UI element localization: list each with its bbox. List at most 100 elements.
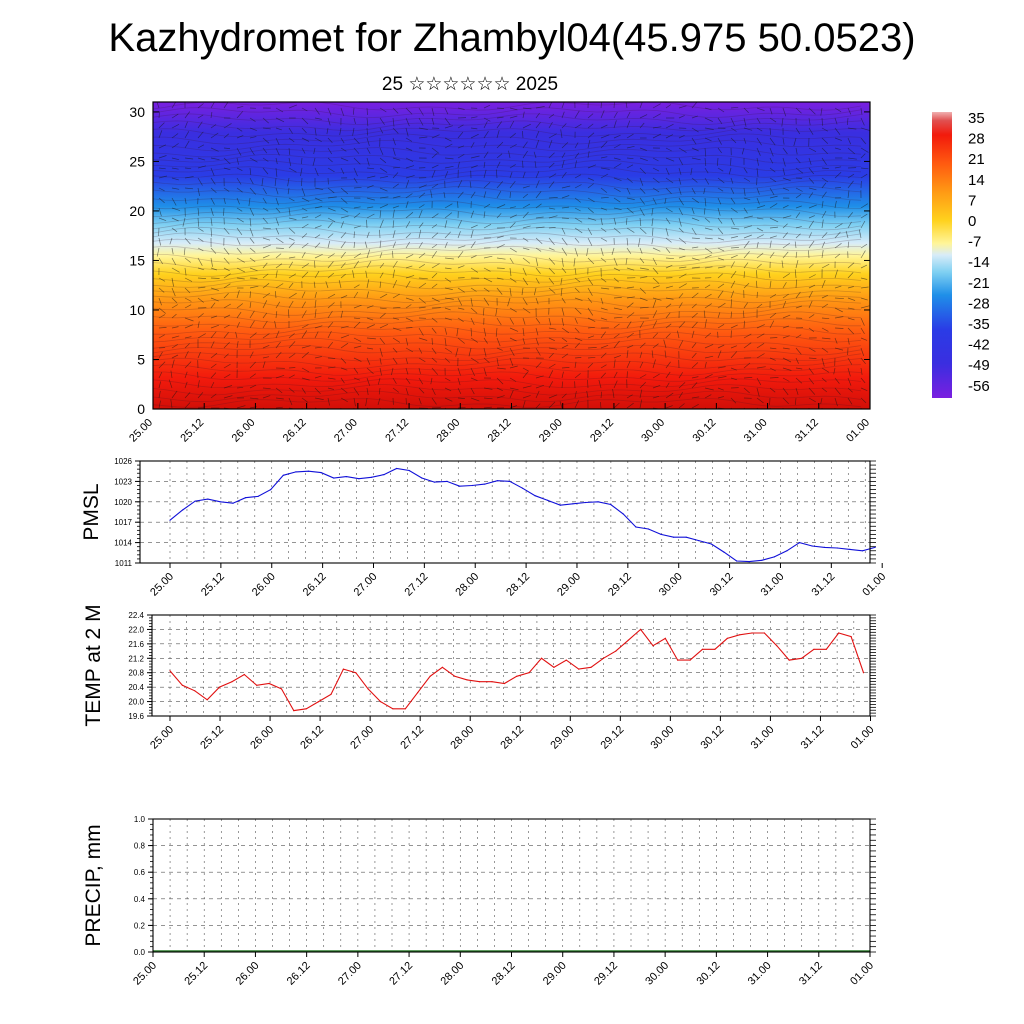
wind-vector	[483, 121, 488, 129]
wind-vector	[275, 253, 282, 259]
wind-vector	[743, 127, 753, 131]
wind-vector	[626, 302, 634, 309]
x-tick-label: 27.12	[387, 960, 415, 988]
wind-vector	[392, 260, 398, 269]
wind-vector	[548, 139, 553, 149]
wind-vector	[548, 197, 558, 199]
wind-vector	[652, 285, 660, 289]
wind-vector	[808, 314, 815, 319]
wind-vector	[730, 137, 737, 144]
isotherm-line	[153, 253, 862, 263]
temp-2m-data-point	[701, 648, 704, 650]
wind-vector	[756, 377, 762, 386]
wind-vector	[223, 373, 231, 379]
wind-vector	[678, 187, 682, 195]
heatmap-y-tick-label: 25	[129, 153, 145, 169]
wind-vector	[821, 367, 830, 373]
wind-vector	[275, 137, 280, 145]
page-subtitle: 25 ☆☆☆☆☆☆ 2025	[381, 74, 559, 95]
wind-vector	[743, 234, 752, 239]
wind-vector	[717, 257, 725, 261]
wind-vector	[156, 102, 160, 109]
wind-vector	[639, 297, 648, 302]
wind-vector	[574, 277, 581, 283]
pmsl-data-point	[207, 498, 209, 500]
wind-vector	[496, 116, 504, 119]
wind-vector	[704, 117, 713, 122]
wind-vector	[509, 206, 516, 209]
wind-vector	[314, 387, 321, 394]
wind-vector	[691, 227, 697, 236]
wind-vector	[639, 399, 643, 409]
wind-vector	[782, 397, 789, 405]
wind-vector	[340, 157, 349, 162]
wind-vector	[365, 270, 368, 279]
wind-vector	[353, 260, 359, 269]
wind-vector	[288, 137, 295, 143]
wind-vector	[560, 129, 563, 139]
wind-vector	[171, 227, 178, 233]
wind-vector	[769, 147, 774, 157]
wind-vector	[808, 117, 811, 126]
wind-vector	[834, 117, 838, 125]
wind-vector	[559, 401, 563, 409]
wind-vector	[300, 167, 303, 177]
wind-vector	[717, 227, 724, 235]
wind-vector	[444, 307, 451, 311]
wind-vector	[782, 167, 786, 176]
wind-vector	[340, 241, 346, 249]
wind-vector	[678, 392, 683, 399]
wind-vector	[275, 374, 285, 379]
wind-vector	[470, 255, 477, 259]
wind-vector	[377, 397, 381, 405]
wind-vector	[678, 273, 687, 279]
wind-vector	[444, 377, 451, 382]
wind-vector	[158, 207, 162, 217]
wind-vector	[678, 237, 687, 244]
wind-vector	[496, 257, 506, 260]
wind-vector	[626, 345, 634, 349]
wind-vector	[352, 107, 355, 115]
wind-vector	[158, 327, 167, 329]
wind-vector	[756, 343, 765, 349]
y-tick-label: 20.8	[128, 669, 144, 678]
wind-vector	[808, 240, 815, 249]
wind-vector	[158, 175, 167, 179]
isotherm-line	[153, 258, 862, 271]
wind-vector	[379, 196, 389, 199]
wind-vector	[847, 173, 855, 179]
temp-2m-data-point	[578, 668, 580, 670]
wind-vector	[860, 167, 869, 170]
wind-vector	[625, 102, 628, 109]
wind-vector	[366, 107, 368, 116]
wind-vector	[171, 167, 179, 170]
wind-vector	[808, 300, 813, 309]
wind-vector	[184, 176, 194, 179]
wind-vector	[574, 197, 581, 203]
wind-vector	[600, 141, 608, 149]
wind-vector	[795, 377, 803, 384]
temp-2m-data-point	[454, 675, 456, 677]
wind-vector	[275, 263, 283, 269]
wind-vector	[743, 387, 750, 394]
wind-vector	[379, 176, 388, 179]
wind-vector	[262, 207, 269, 212]
wind-vector	[249, 187, 256, 195]
wind-vector	[769, 167, 776, 173]
wind-vector	[782, 325, 790, 329]
wind-vector	[691, 187, 696, 195]
wind-vector	[249, 177, 254, 185]
wind-vector	[600, 217, 603, 226]
wind-vector	[860, 337, 868, 341]
wind-vector	[249, 207, 255, 216]
wind-vector	[457, 245, 466, 249]
wind-vector	[275, 147, 280, 156]
wind-vector	[782, 377, 790, 382]
wind-vector	[652, 126, 662, 129]
wind-vector	[561, 367, 570, 369]
wind-vector	[587, 363, 594, 369]
wind-vector	[262, 283, 270, 289]
wind-vector	[327, 357, 336, 359]
wind-vector	[262, 320, 268, 329]
wind-vector	[756, 217, 764, 220]
